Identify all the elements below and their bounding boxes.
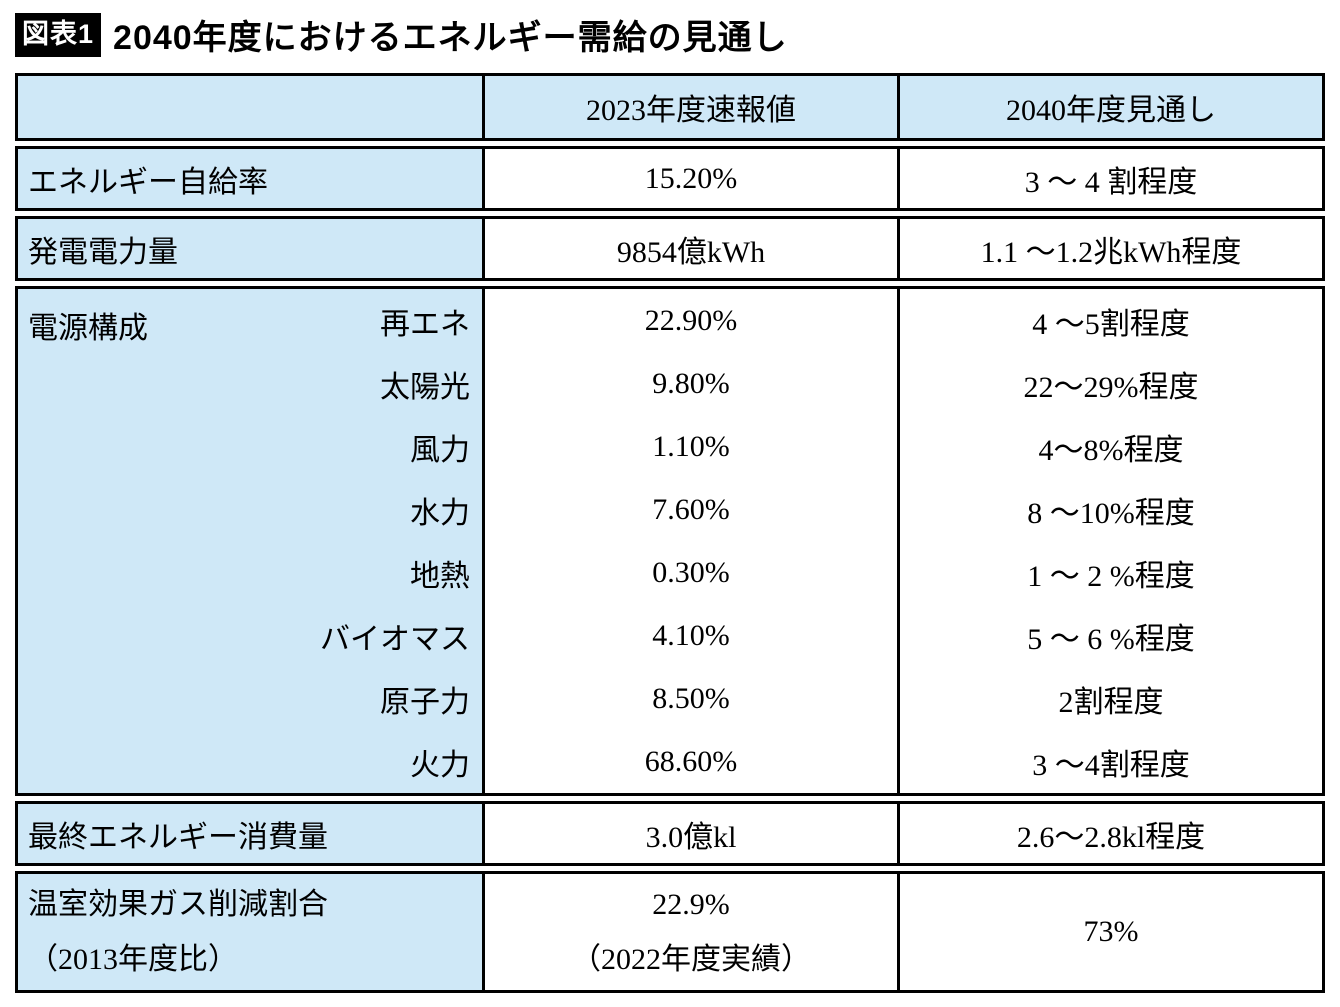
composition-value-2040: 4〜8%程度 — [1038, 433, 1184, 467]
composition-value-2023: 4.10% — [652, 618, 730, 652]
row-ghg-label-line1: 温室効果ガス削減割合 — [28, 887, 328, 921]
composition-item-label: 再エネ — [380, 307, 470, 341]
header-col-2023: 2023年度速報値 — [485, 76, 900, 138]
row-generation: 発電電力量 9854億kWh 1.1 〜1.2兆kWh程度 — [15, 216, 1325, 281]
composition-value-2023: 68.60% — [644, 744, 738, 778]
row-ghg-label: 温室効果ガス削減割合 （2013年度比） — [18, 874, 485, 990]
composition-item-label: バイオマス — [320, 622, 470, 656]
figure-title: 2040年度におけるエネルギー需給の見通し — [113, 19, 788, 57]
composition-value-2023: 22.90% — [644, 303, 738, 337]
composition-name-list: 再エネ 太陽光 風力 水力 地熱 バイオマス 原子力 火力 — [28, 289, 482, 793]
composition-2023-column: 22.90% 9.80% 1.10% 7.60% 0.30% 4.10% 8.5… — [485, 289, 900, 793]
composition-item-label: 風力 — [410, 433, 470, 467]
row-final-consumption-label: 最終エネルギー消費量 — [18, 804, 485, 863]
composition-item-label: 原子力 — [380, 685, 470, 719]
composition-value-2040: 4 〜5割程度 — [1032, 307, 1190, 341]
header-col-2040: 2040年度見通し — [900, 76, 1322, 138]
row-generation-2023: 9854億kWh — [485, 219, 900, 278]
composition-group-label: 電源構成 — [28, 312, 148, 345]
composition-value-2040: 1 〜 2 %程度 — [1027, 559, 1195, 593]
composition-item-label: 地熱 — [410, 559, 470, 593]
row-self-sufficiency-2023: 15.20% — [485, 149, 900, 208]
composition-value-2040: 3 〜4割程度 — [1032, 748, 1190, 782]
table-header-row: 2023年度速報値 2040年度見通し — [15, 73, 1325, 141]
composition-item-label: 太陽光 — [380, 370, 470, 404]
composition-value-2023: 1.10% — [652, 429, 730, 463]
composition-item-label: 火力 — [410, 748, 470, 782]
composition-value-2023: 0.30% — [652, 555, 730, 589]
composition-left-cell: 電源構成 再エネ 太陽光 風力 水力 地熱 バイオマス 原子力 火力 — [18, 289, 485, 793]
row-ghg-2023-line2: （2022年度実績） — [571, 943, 811, 976]
row-ghg-2023: 22.9% （2022年度実績） — [485, 874, 900, 990]
figure-title-row: 図表1 2040年度におけるエネルギー需給の見通し — [15, 10, 1325, 59]
row-ghg-2040: 73% — [1083, 915, 1139, 948]
figure-badge: 図表1 — [15, 12, 102, 57]
row-generation-2040: 1.1 〜1.2兆kWh程度 — [980, 235, 1242, 269]
row-group-composition: 電源構成 再エネ 太陽光 風力 水力 地熱 バイオマス 原子力 火力 22.90… — [15, 286, 1325, 796]
composition-value-2023: 9.80% — [652, 366, 730, 400]
row-self-sufficiency-label: エネルギー自給率 — [18, 149, 485, 208]
composition-2040-column: 4 〜5割程度 22〜29%程度 4〜8%程度 8 〜10%程度 1 〜 2 %… — [900, 289, 1322, 793]
composition-value-2040: 22〜29%程度 — [1023, 370, 1199, 404]
composition-value-2040: 2割程度 — [1058, 685, 1164, 719]
row-ghg-2023-line1: 22.9% — [652, 887, 730, 921]
composition-value-2040: 8 〜10%程度 — [1027, 496, 1195, 530]
row-ghg-label-line2: （2013年度比） — [28, 943, 238, 976]
row-self-sufficiency: エネルギー自給率 15.20% 3 〜 4 割程度 — [15, 146, 1325, 211]
composition-value-2040: 5 〜 6 %程度 — [1027, 622, 1195, 656]
row-self-sufficiency-2040: 3 〜 4 割程度 — [1024, 165, 1198, 199]
row-generation-label: 発電電力量 — [18, 219, 485, 278]
row-final-consumption: 最終エネルギー消費量 3.0億kl 2.6〜2.8kl程度 — [15, 801, 1325, 866]
row-ghg-reduction: 温室効果ガス削減割合 （2013年度比） 22.9% （2022年度実績） 73… — [15, 871, 1325, 993]
energy-outlook-table: 2023年度速報値 2040年度見通し エネルギー自給率 15.20% 3 〜 … — [15, 73, 1325, 993]
row-final-consumption-2040: 2.6〜2.8kl程度 — [1016, 820, 1206, 854]
header-col-empty — [18, 76, 485, 138]
composition-value-2023: 7.60% — [652, 492, 730, 526]
composition-value-2023: 8.50% — [652, 681, 730, 715]
composition-item-label: 水力 — [410, 496, 470, 530]
row-final-consumption-2023: 3.0億kl — [485, 804, 900, 863]
